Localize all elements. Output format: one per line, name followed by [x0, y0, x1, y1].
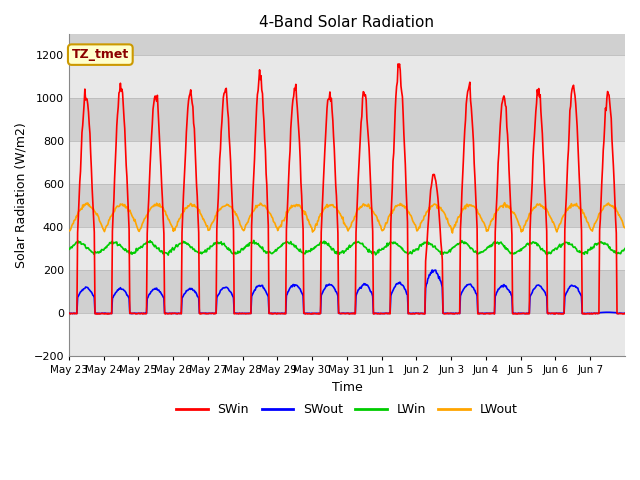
- Bar: [69, 270, 625, 313]
- Text: TZ_tmet: TZ_tmet: [72, 48, 129, 61]
- Bar: [69, 142, 625, 184]
- Bar: [69, 313, 625, 356]
- Y-axis label: Solar Radiation (W/m2): Solar Radiation (W/m2): [15, 122, 28, 268]
- Legend: SWin, SWout, LWin, LWout: SWin, SWout, LWin, LWout: [172, 398, 523, 421]
- Bar: [69, 184, 625, 228]
- Title: 4-Band Solar Radiation: 4-Band Solar Radiation: [259, 15, 435, 30]
- X-axis label: Time: Time: [332, 381, 362, 394]
- Bar: [69, 228, 625, 270]
- Bar: [69, 55, 625, 98]
- Bar: [69, 98, 625, 142]
